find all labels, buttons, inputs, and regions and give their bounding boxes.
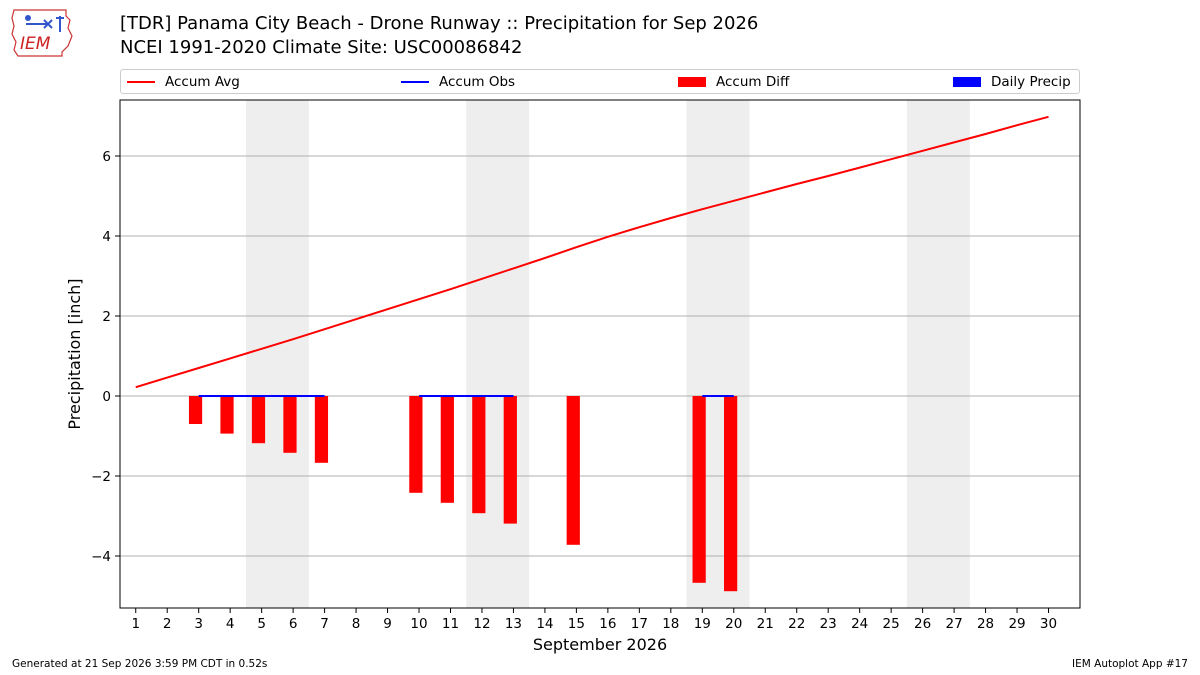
x-axis-label: September 2026 bbox=[533, 635, 667, 654]
y-tick-label: 4 bbox=[102, 229, 111, 245]
x-tick-label: 18 bbox=[662, 616, 679, 632]
accum-diff-bar bbox=[314, 396, 329, 463]
accum-diff-bar bbox=[251, 396, 266, 444]
x-tick-label: 14 bbox=[536, 616, 553, 632]
accum-diff-bar bbox=[566, 396, 580, 545]
x-tick-label: 13 bbox=[505, 616, 522, 632]
x-tick-label: 19 bbox=[694, 616, 711, 632]
accum-diff-bar bbox=[472, 396, 486, 514]
x-tick-label: 23 bbox=[820, 616, 837, 632]
x-tick-label: 27 bbox=[946, 616, 963, 632]
x-tick-label: 16 bbox=[599, 616, 616, 632]
x-tick-label: 4 bbox=[226, 616, 235, 632]
legend: Accum Avg Accum Obs Accum Diff Daily Pre… bbox=[120, 69, 1080, 94]
y-tick-label: −4 bbox=[91, 549, 111, 565]
legend-swatch-accum-obs bbox=[401, 81, 429, 83]
legend-item-accum-diff: Accum Diff bbox=[678, 73, 789, 91]
footer-app: IEM Autoplot App #17 bbox=[1072, 658, 1188, 670]
legend-label-accum-diff: Accum Diff bbox=[716, 74, 790, 90]
accum-diff-bar bbox=[440, 396, 454, 503]
weekend-shade bbox=[906, 100, 970, 608]
accum-diff-bar bbox=[724, 396, 738, 592]
legend-swatch-accum-avg bbox=[127, 81, 155, 83]
y-axis-label: Precipitation [inch] bbox=[65, 278, 84, 429]
chart-title: [TDR] Panama City Beach - Drone Runway :… bbox=[120, 13, 759, 34]
accum-diff-bars-group bbox=[188, 396, 738, 592]
logo-text: IEM bbox=[20, 34, 51, 54]
x-tick-label: 15 bbox=[568, 616, 585, 632]
accum-diff-bar bbox=[188, 396, 203, 424]
x-tick-label: 25 bbox=[883, 616, 900, 632]
x-tick-label: 29 bbox=[1008, 616, 1025, 632]
x-tick-label: 11 bbox=[442, 616, 459, 632]
x-tick-label: 17 bbox=[631, 616, 648, 632]
accum-avg-line-group bbox=[135, 115, 1049, 389]
x-tick-label: 30 bbox=[1040, 616, 1057, 632]
y-tick-label: 2 bbox=[102, 309, 111, 325]
accum-diff-bar bbox=[503, 396, 517, 524]
x-tick-label: 1 bbox=[131, 616, 140, 632]
legend-label-accum-obs: Accum Obs bbox=[439, 74, 516, 90]
x-tick-label: 3 bbox=[194, 616, 203, 632]
accum-diff-bar bbox=[409, 396, 423, 493]
accum-diff-bar bbox=[692, 396, 706, 583]
x-tick-label: 10 bbox=[410, 616, 427, 632]
gridlines-group bbox=[120, 155, 1080, 557]
x-tick-label: 22 bbox=[788, 616, 805, 632]
weekend-shade bbox=[245, 100, 309, 608]
legend-item-accum-avg: Accum Avg bbox=[127, 73, 240, 91]
x-tick-label: 9 bbox=[383, 616, 392, 632]
chart-subtitle: NCEI 1991-2020 Climate Site: USC00086842 bbox=[120, 37, 523, 58]
accum-avg-line bbox=[135, 115, 1049, 389]
legend-item-daily-precip: Daily Precip bbox=[953, 73, 1071, 91]
y-tick-label: 6 bbox=[102, 149, 111, 165]
weekend-shading-group bbox=[245, 100, 970, 608]
y-tick-label: 0 bbox=[102, 389, 111, 405]
x-tick-label: 5 bbox=[257, 616, 266, 632]
plot-frame bbox=[119, 99, 1081, 609]
legend-swatch-daily-precip bbox=[953, 77, 981, 87]
x-tick-label: 21 bbox=[757, 616, 774, 632]
footer-generated: Generated at 21 Sep 2026 3:59 PM CDT in … bbox=[12, 658, 268, 670]
x-tick-label: 24 bbox=[851, 616, 868, 632]
accum-diff-bar bbox=[283, 396, 297, 453]
accum-diff-bar bbox=[220, 396, 234, 434]
x-tick-label: 20 bbox=[725, 616, 742, 632]
legend-item-accum-obs: Accum Obs bbox=[401, 73, 515, 91]
weekend-shade bbox=[466, 100, 530, 608]
x-axis-group: 1 2 3 4 5 6 7 8 9 10 11 12 13 14 15 16 17 18 19 20 21 22 23 24 2… bbox=[131, 608, 1057, 632]
x-tick-label: 6 bbox=[289, 616, 298, 632]
x-tick-label: 7 bbox=[320, 616, 329, 632]
y-tick-label: −2 bbox=[91, 469, 111, 485]
x-tick-label: 28 bbox=[977, 616, 994, 632]
legend-label-daily-precip: Daily Precip bbox=[991, 74, 1071, 90]
x-tick-label: 8 bbox=[352, 616, 361, 632]
legend-swatch-accum-diff bbox=[678, 77, 706, 87]
chart-title-block: [TDR] Panama City Beach - Drone Runway :… bbox=[120, 12, 758, 60]
x-tick-label: 2 bbox=[163, 616, 172, 632]
iem-logo: IEM bbox=[11, 9, 73, 57]
y-axis-group: −4 −2 0 2 4 6 bbox=[91, 149, 120, 565]
x-tick-label: 12 bbox=[473, 616, 490, 632]
x-tick-label: 26 bbox=[914, 616, 931, 632]
legend-label-accum-avg: Accum Avg bbox=[165, 74, 240, 90]
